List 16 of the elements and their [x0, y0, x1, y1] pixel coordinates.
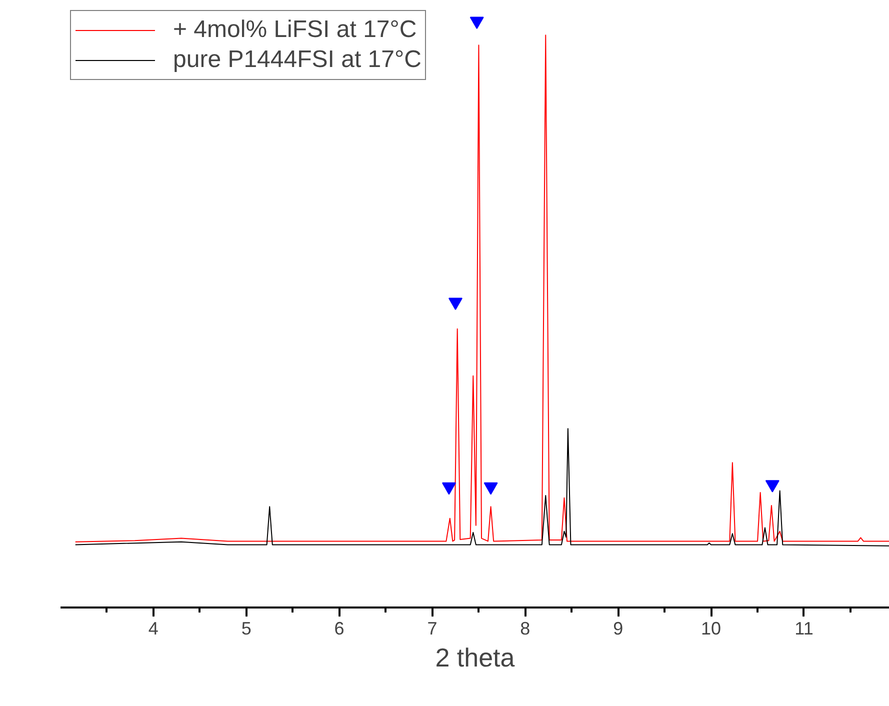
x-tick-label: 5: [241, 618, 252, 638]
point: [470, 16, 484, 30]
point: [442, 482, 456, 495]
x-tick-label: 4: [148, 618, 158, 638]
x-axis-title: 2 theta: [435, 642, 516, 672]
point: [765, 480, 780, 492]
point: [484, 482, 498, 495]
x-tick-label: 8: [520, 618, 530, 638]
point: [448, 298, 462, 310]
legend-label: pure P1444FSI at 17°C: [173, 46, 422, 74]
x-tick-label: 6: [334, 618, 344, 638]
legend-label: + 4mol% LiFSI at 17°C: [173, 16, 417, 44]
x-tick-label: 9: [613, 618, 624, 638]
x-tick-label: 10: [701, 618, 722, 638]
x-tick-label: 7: [427, 618, 438, 638]
x-tick-label: 11: [794, 618, 814, 638]
